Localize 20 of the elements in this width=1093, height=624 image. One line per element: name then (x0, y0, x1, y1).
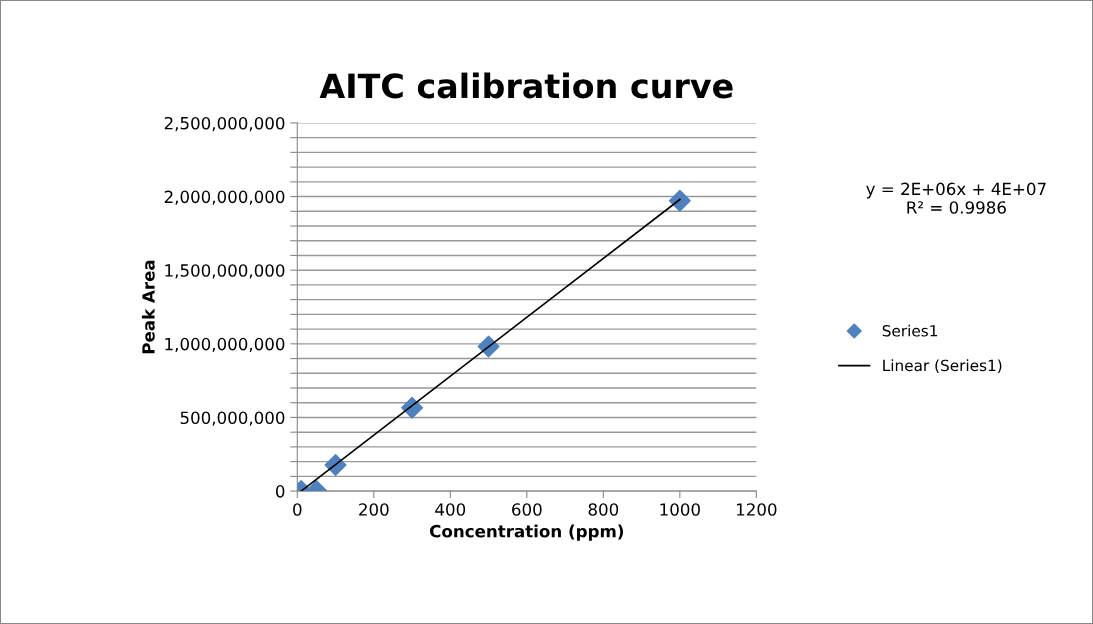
chart-title: AITC calibration curve (319, 72, 733, 99)
x-axis-title: Concentration (ppm) (430, 524, 624, 541)
legend-label: Linear (Series1) (883, 359, 1002, 373)
x-tick-label: 0 (293, 503, 302, 516)
x-tick-label: 400 (435, 503, 466, 516)
y-tick-label: 0 (275, 485, 285, 498)
x-tick-label: 1200 (736, 503, 777, 516)
y-tick-label: 2,500,000,000 (164, 116, 285, 132)
x-tick-label: 600 (512, 503, 542, 516)
y-axis-title: Peak Area (141, 260, 155, 354)
point (668, 189, 691, 212)
legend-label: Series1 (882, 324, 938, 337)
x-tick-label: 1000 (660, 503, 700, 516)
y-tick-label: 1,000,000,000 (165, 337, 285, 353)
x-tick-label: 200 (359, 503, 389, 516)
x-tick-label: 800 (588, 503, 619, 516)
y-tick-label: 2,000,000,000 (164, 190, 285, 205)
y-tick-label: 500,000,000 (180, 411, 285, 426)
y-tick-label: 1,500,000,000 (165, 264, 285, 279)
text: y = 2E+06x + 4E+07 R² = 0.9986 (866, 182, 1046, 214)
